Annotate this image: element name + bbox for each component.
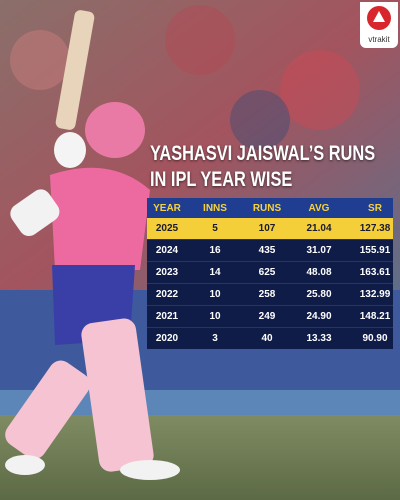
logo-icon [367, 6, 391, 30]
table-cell: 25.80 [306, 289, 332, 300]
title-line: YASHASVI JAISWAL’S RUNS [150, 142, 376, 165]
header-cell: INNS [203, 202, 227, 214]
table-cell: 2020 [155, 333, 179, 344]
table-cell: 13.33 [306, 333, 332, 344]
table-cell: 40 [261, 333, 273, 344]
table-cell: 10 [209, 311, 221, 322]
table-cell: 14 [209, 267, 221, 278]
table-cell: 5 [212, 223, 218, 234]
table-cell: 127.38 [359, 223, 391, 234]
table-row: 2024 16 435 31.07 155.91 [147, 239, 393, 261]
table-cell: 90.90 [362, 333, 388, 344]
table-cell: 24.90 [306, 311, 332, 322]
table-cell: 163.61 [359, 267, 391, 278]
header-cell: AVG [308, 202, 330, 214]
table-cell: 31.07 [306, 245, 332, 256]
table-cell: 148.21 [359, 311, 391, 322]
table-cell: 2024 [155, 245, 179, 256]
table-cell: 435 [258, 245, 276, 256]
table-cell: 2023 [155, 267, 179, 278]
header-cell: YEAR [153, 202, 181, 214]
table-row: 2023 14 625 48.08 163.61 [147, 261, 393, 283]
table-cell: 132.99 [359, 289, 391, 300]
table-cell: 2021 [155, 311, 179, 322]
table-cell: 2022 [155, 289, 179, 300]
table-cell: 625 [258, 267, 276, 278]
title-line: IN IPL YEAR WISE [150, 168, 293, 191]
table-cell: 155.91 [359, 245, 391, 256]
table-row: 2020 3 40 13.33 90.90 [147, 327, 393, 349]
table-row: 2022 10 258 25.80 132.99 [147, 283, 393, 305]
table-cell: 3 [212, 333, 218, 344]
table-cell: 258 [258, 289, 276, 300]
table-cell: 21.04 [306, 223, 332, 234]
table-row: 2025 5 107 21.04 127.38 [147, 218, 393, 239]
table-row: 2021 10 249 24.90 148.21 [147, 305, 393, 327]
header-cell: SR [368, 202, 382, 214]
table-cell: 48.08 [306, 267, 332, 278]
table-cell: 10 [209, 289, 221, 300]
table-cell: 249 [258, 311, 276, 322]
stats-table: YEAR INNS RUNS AVG SR 2025 5 107 21.04 127.38 2024… [147, 198, 393, 349]
header-cell: RUNS [252, 202, 282, 214]
table-cell: 2025 [155, 223, 179, 234]
table-cell: 16 [209, 245, 221, 256]
table-cell: 107 [258, 223, 276, 234]
header-row: YEAR INNS RUNS AVG SR [147, 198, 393, 218]
logo-text: vtrakit [368, 35, 390, 44]
logo: vtrakit [360, 2, 398, 48]
